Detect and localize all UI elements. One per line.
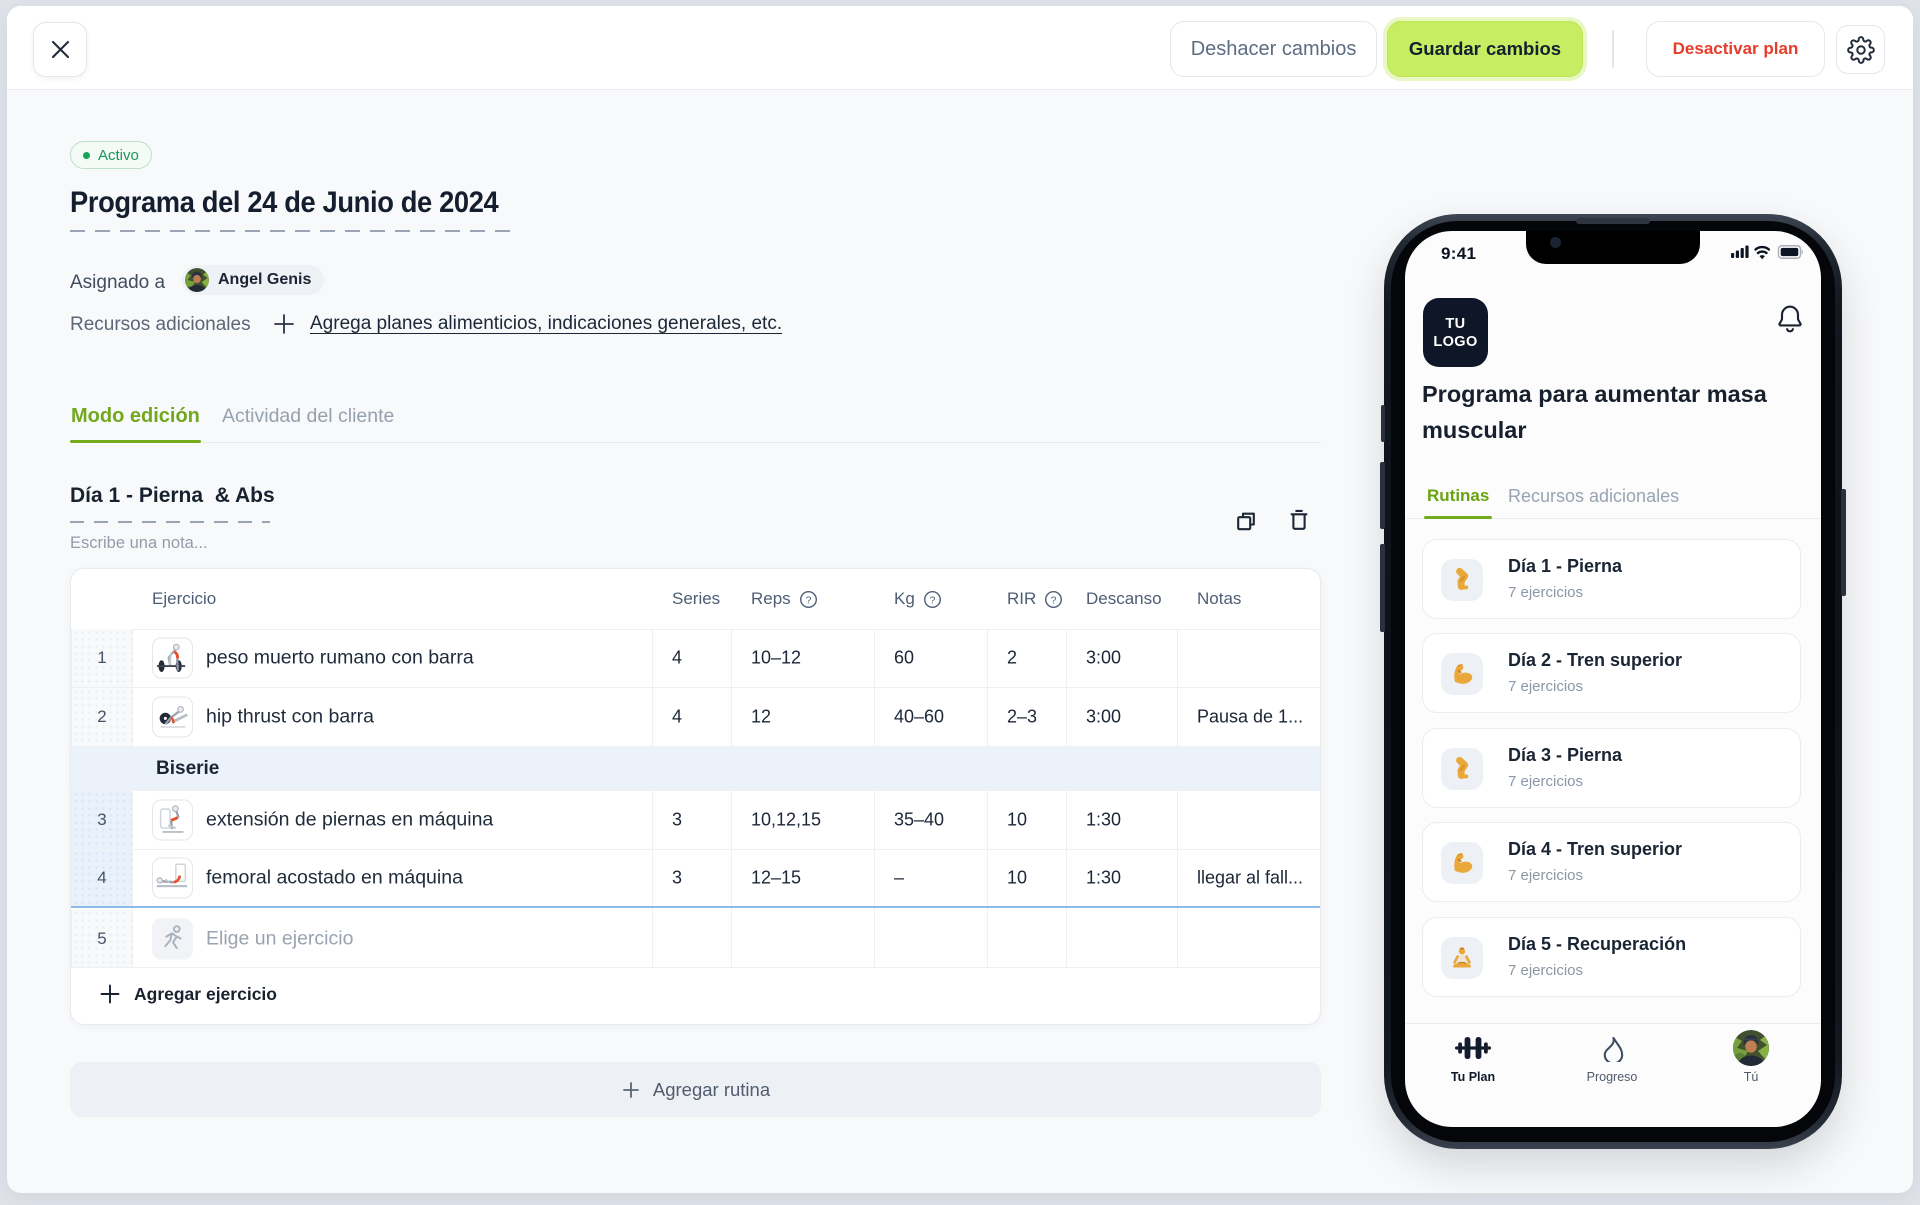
svg-text:?: ? [929, 595, 935, 606]
svg-text:?: ? [805, 595, 811, 606]
svg-text:?: ? [1051, 595, 1057, 606]
